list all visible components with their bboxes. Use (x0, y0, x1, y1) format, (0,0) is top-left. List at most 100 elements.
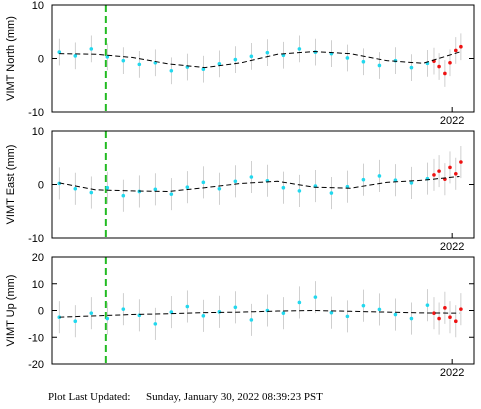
data-point (105, 55, 110, 59)
data-point (201, 67, 206, 71)
trend-line (59, 51, 460, 69)
data-point (105, 185, 110, 190)
data-point (57, 50, 62, 54)
y-tick-label: -10 (28, 332, 44, 344)
y-tick-label: 10 (32, 126, 44, 138)
data-point (265, 50, 270, 55)
trend-line (59, 175, 460, 192)
plot-frame (51, 130, 475, 239)
data-point (329, 191, 334, 195)
data-point (393, 58, 398, 63)
data-point (437, 169, 441, 173)
data-point (89, 190, 94, 195)
data-point (217, 62, 222, 66)
y-axis-label: VIMT Up (mm) (5, 275, 17, 347)
x-tick-label: 2022 (440, 367, 464, 379)
data-point (393, 178, 398, 183)
data-point (121, 193, 126, 198)
y-tick-label: -10 (28, 233, 44, 245)
data-point (432, 173, 436, 177)
data-point (409, 181, 414, 185)
data-point (281, 185, 286, 190)
data-point (361, 303, 366, 308)
data-point (448, 165, 452, 170)
data-point (201, 314, 206, 318)
data-point (249, 54, 254, 59)
data-point (121, 58, 126, 63)
data-point (137, 62, 142, 67)
data-point (89, 47, 94, 51)
y-tick-label: 0 (38, 180, 44, 192)
data-point (233, 57, 238, 62)
data-point (345, 314, 350, 319)
y-tick-label: -20 (28, 359, 44, 371)
data-point (409, 65, 414, 70)
data-point (169, 192, 174, 196)
data-point (459, 307, 463, 311)
footer-timestamp: Sunday, January 30, 2022 08:39:23 PST (146, 391, 323, 403)
data-point (185, 304, 190, 309)
data-point (345, 184, 350, 189)
data-point (393, 312, 398, 317)
y-axis-label: VIMT North (mm) (5, 16, 17, 101)
data-point (233, 179, 238, 184)
data-point (297, 300, 302, 305)
y-tick-label: 10 (32, 279, 44, 291)
data-point (297, 47, 302, 51)
data-point (459, 160, 463, 164)
x-tick-label: 2022 (440, 241, 464, 253)
data-point (169, 310, 174, 314)
data-point (73, 186, 78, 191)
data-point (153, 322, 158, 326)
footer-label: Plot Last Updated: (48, 391, 131, 403)
data-point (329, 310, 334, 315)
trend-line (59, 309, 460, 318)
data-point (448, 60, 452, 65)
data-point (297, 189, 302, 193)
data-point (217, 310, 222, 314)
y-tick-label: -10 (28, 107, 44, 119)
data-point (443, 306, 447, 310)
data-point (73, 319, 78, 324)
y-axis-label: VIMT East (mm) (5, 145, 17, 225)
data-point (454, 172, 458, 176)
x-tick-label: 2022 (440, 115, 464, 127)
data-point (89, 311, 94, 315)
plot-frame (51, 256, 475, 365)
data-point (313, 295, 318, 299)
data-point (105, 316, 110, 321)
data-point (377, 63, 382, 68)
data-point (73, 54, 78, 58)
data-point (437, 64, 441, 69)
data-point (377, 307, 382, 312)
data-point (425, 303, 430, 307)
data-point (169, 69, 174, 73)
data-point (249, 175, 254, 179)
data-point (459, 44, 463, 49)
y-tick-label: 10 (32, 0, 44, 12)
data-point (361, 177, 366, 182)
data-point (281, 311, 286, 315)
y-tick-label: 20 (32, 252, 44, 264)
data-point (345, 56, 350, 60)
data-point (361, 59, 366, 64)
data-point (153, 187, 158, 192)
data-point (233, 305, 238, 310)
data-point (448, 315, 452, 319)
data-point (57, 181, 62, 186)
plot-frame (51, 4, 475, 113)
data-point (217, 186, 222, 191)
data-point (201, 180, 206, 185)
data-point (281, 53, 286, 58)
data-point (443, 71, 447, 76)
y-tick-label: 0 (38, 306, 44, 318)
data-point (249, 318, 254, 322)
data-point (409, 316, 414, 321)
data-point (437, 316, 441, 321)
data-point (432, 311, 436, 315)
data-point (454, 319, 458, 324)
data-point (185, 185, 190, 189)
data-point (454, 48, 458, 53)
